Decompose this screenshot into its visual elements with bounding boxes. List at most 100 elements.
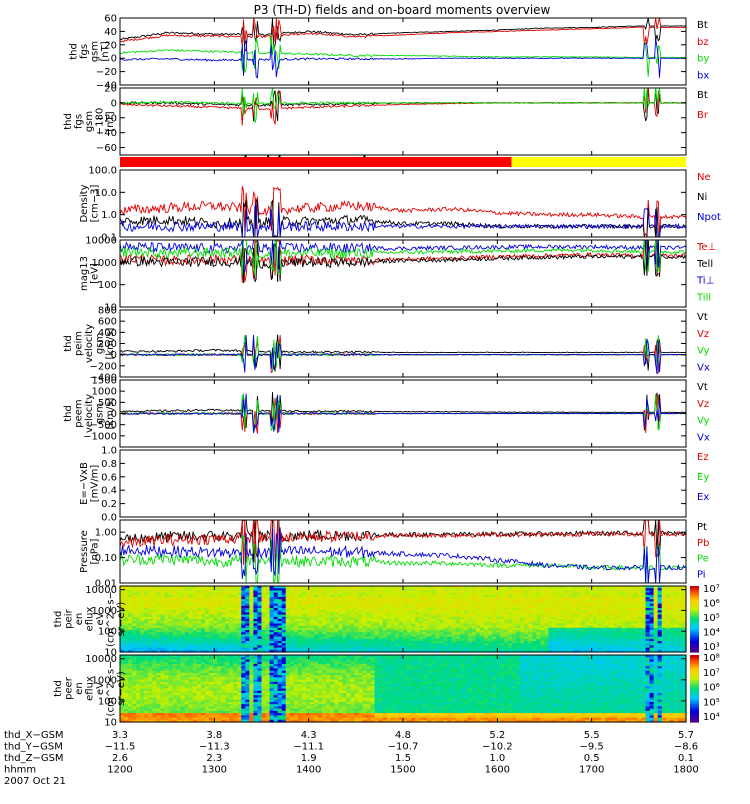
legend-6-1: Vz	[697, 399, 709, 410]
series-peim_velocity-3	[120, 335, 686, 374]
y-tick-label: −20	[96, 67, 117, 78]
ylabel-line: gsm	[95, 403, 106, 424]
x-axis-value: 1600	[485, 765, 510, 776]
y-tick-label: 0.2	[101, 499, 117, 510]
ylabel-line: [nT]	[100, 41, 111, 61]
ylabel-line: thd	[53, 680, 64, 697]
legend-5-3: Vx	[697, 362, 710, 373]
legend-7-0: Ez	[697, 452, 709, 463]
ylabel-line: gsm	[84, 111, 95, 132]
fgs_gsm_dp-frame	[120, 88, 686, 155]
ylabel-line: velocity	[84, 394, 95, 433]
x-axis-value: −11.3	[199, 742, 230, 753]
x-axis-value: 1300	[202, 765, 227, 776]
series-peem_velocity-0	[120, 392, 686, 429]
series-pressure-1	[120, 520, 686, 565]
ylabel-line: velocity	[84, 324, 95, 363]
ylabel-line: Density	[79, 184, 90, 222]
ylabel-line: fgs	[74, 114, 85, 129]
series-fgs_gsm-3	[120, 39, 686, 78]
legend-8-3: Pi	[697, 569, 706, 580]
mode-tick-3	[363, 155, 365, 158]
ylabel-line: E=−VxB	[79, 462, 90, 505]
legend-8-1: Pb	[697, 538, 709, 549]
x-axis-value: −11.5	[105, 742, 136, 753]
ylabel-line: (cm^2−s−	[105, 661, 116, 717]
legend-6-2: Vy	[697, 416, 710, 427]
x-axis-value: −10.2	[482, 742, 513, 753]
ylabel-line: eflux	[84, 607, 95, 632]
ylabel-line: thd	[63, 405, 74, 422]
x-axis-value: 5.7	[678, 730, 694, 741]
colorbar-label: 10⁴	[703, 712, 720, 723]
y-tick-label: 1.0	[101, 210, 117, 221]
mode-tick-2	[278, 155, 280, 158]
series-temperature-3	[120, 240, 686, 275]
mode-segment-1	[511, 157, 686, 167]
ylabel-line: [km/s]	[105, 397, 116, 429]
ylabel-line: −180	[95, 108, 106, 135]
x-axis-value: 2.3	[206, 753, 222, 764]
x-axis-row-label: thd_Z−GSM	[4, 753, 64, 764]
ylabel-line: [mV/m]	[89, 465, 100, 503]
y-tick-label: 1.0	[101, 446, 117, 457]
y-tick-label: 0.8	[101, 459, 117, 470]
x-axis-value: 1500	[390, 765, 415, 776]
x-axis-value: −8.6	[674, 742, 698, 753]
ylabel-line: eV	[95, 612, 106, 625]
y-tick-label: 20	[104, 84, 117, 95]
efield-ylabel: E=−VxB[mV/m]	[79, 462, 101, 505]
mode-segment-0	[120, 157, 511, 167]
legend-1-1: Br	[697, 110, 709, 121]
legend-5-0: Vt	[697, 312, 708, 323]
plot-date: 2007 Oct 21	[4, 776, 66, 787]
ylabel-line: thd	[68, 43, 79, 60]
x-axis-value: 1200	[107, 765, 132, 776]
x-axis-value: 0.5	[584, 753, 600, 764]
ylabel-line: peir	[63, 608, 74, 628]
series-peim_velocity-2	[120, 335, 686, 372]
y-tick-label: 0.0	[101, 513, 117, 524]
ylabel-line: [nT]	[105, 111, 116, 131]
peer_spectrogram-cells	[120, 655, 687, 723]
colorbar-label: 10³	[703, 642, 720, 653]
legend-0-3: bx	[697, 70, 709, 81]
legend-4-1: Tell	[696, 259, 713, 270]
colorbar-label: 10⁵	[703, 613, 720, 624]
y-tick-label: 800	[98, 306, 117, 317]
legend-0-0: Bt	[697, 20, 708, 31]
series-density-2	[120, 204, 686, 237]
legend-8-2: Pe	[697, 554, 709, 565]
ylabel-line: sr−eV)	[116, 602, 127, 637]
x-axis-value: 4.3	[301, 730, 317, 741]
ylabel-line: [cm−3]	[89, 185, 100, 223]
x-axis-value: 3.3	[112, 730, 128, 741]
colorbar-label: 10⁸	[703, 653, 720, 664]
peim_velocity-frame	[120, 310, 686, 377]
legend-5-2: Vy	[697, 346, 710, 357]
density-ylabel: Density[cm−3]	[79, 184, 101, 222]
ylabel-line: [km/s]	[105, 327, 116, 359]
ylabel-line: en	[74, 613, 85, 626]
series-fgs_gsm_dp-1	[120, 88, 686, 126]
y-tick-label: 100.0	[88, 166, 117, 177]
ylabel-line: sr−eV)	[116, 671, 127, 706]
plot-title: P3 (TH-D) fields and on-board moments ov…	[254, 3, 551, 17]
x-axis-row-label: thd_Y−GSM	[4, 742, 63, 753]
ylabel-line: [nPa]	[89, 538, 100, 564]
x-axis-value: −10.7	[388, 742, 419, 753]
y-tick-label: 60	[104, 14, 117, 25]
x-axis-value: 1.5	[395, 753, 411, 764]
x-axis-value: 3.8	[206, 730, 222, 741]
legend-1-0: Bt	[697, 90, 708, 101]
y-tick-label: 1500	[92, 376, 117, 387]
